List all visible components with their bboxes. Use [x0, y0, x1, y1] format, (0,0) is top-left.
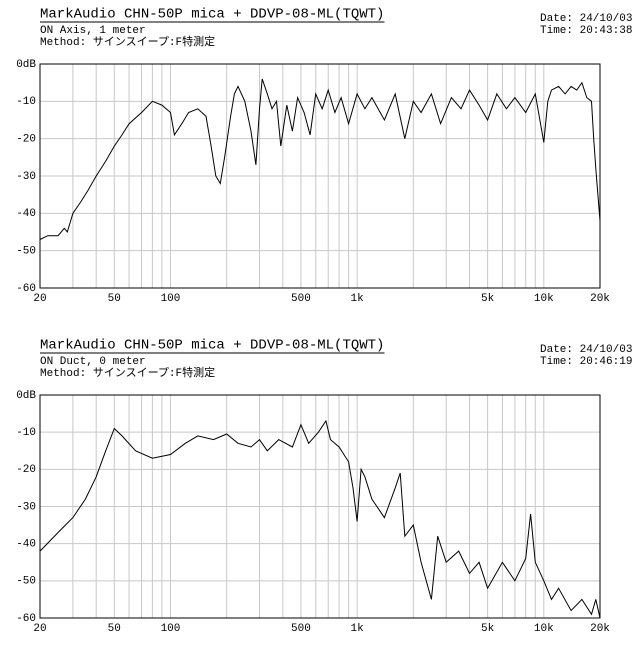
y-tick-label: -20 — [16, 464, 36, 476]
y-tick-label: -20 — [16, 134, 36, 146]
time: Time: 20:46:19 — [540, 356, 632, 368]
y-tick-label: -60 — [16, 283, 36, 295]
y-tick-label: -60 — [16, 613, 36, 625]
subtitle: Method: サインスイープ:F特測定 — [40, 34, 215, 49]
y-tick-label: -40 — [16, 208, 36, 220]
x-tick-label: 5k — [481, 293, 495, 305]
date: Date: 24/10/03 — [540, 344, 632, 356]
x-tick-label: 10k — [534, 293, 554, 305]
y-tick-label: -40 — [16, 539, 36, 551]
plot-frame — [39, 63, 601, 289]
x-tick-label: 50 — [108, 623, 121, 635]
date: Date: 24/10/03 — [540, 13, 632, 25]
x-tick-label: 10k — [534, 623, 554, 635]
y-tick-label: -30 — [16, 171, 36, 183]
x-tick-label: 100 — [161, 623, 181, 635]
y-tick-label: 0dB — [16, 59, 36, 71]
y-tick-label: -50 — [16, 576, 36, 588]
subtitle: Method: サインスイープ:F特測定 — [40, 365, 215, 380]
x-tick-label: 500 — [291, 293, 311, 305]
plot-frame — [39, 394, 601, 619]
x-tick-label: 50 — [108, 293, 121, 305]
x-tick-label: 5k — [481, 623, 495, 635]
x-tick-label: 1k — [351, 293, 365, 305]
y-tick-label: -30 — [16, 501, 36, 513]
x-tick-label: 500 — [291, 623, 311, 635]
x-tick-label: 20k — [590, 293, 610, 305]
subtitle: ON Axis, 1 meter — [40, 25, 146, 37]
chart-title: MarkAudio CHN-50P mica + DDVP-08-ML(TQWT… — [40, 338, 384, 354]
x-tick-label: 100 — [161, 293, 181, 305]
time: Time: 20:43:38 — [540, 25, 632, 37]
y-tick-label: 0dB — [16, 390, 36, 402]
response-line — [39, 419, 601, 619]
x-tick-label: 20k — [590, 623, 610, 635]
response-line — [39, 78, 601, 240]
x-tick-label: 20 — [33, 623, 46, 635]
y-tick-label: -50 — [16, 246, 36, 258]
y-tick-label: -10 — [16, 96, 36, 108]
x-tick-label: 1k — [351, 623, 365, 635]
chart-title: MarkAudio CHN-50P mica + DDVP-08-ML(TQWT… — [40, 7, 384, 23]
subtitle: ON Duct, 0 meter — [40, 356, 146, 368]
x-tick-label: 20 — [33, 293, 46, 305]
y-tick-label: -10 — [16, 427, 36, 439]
